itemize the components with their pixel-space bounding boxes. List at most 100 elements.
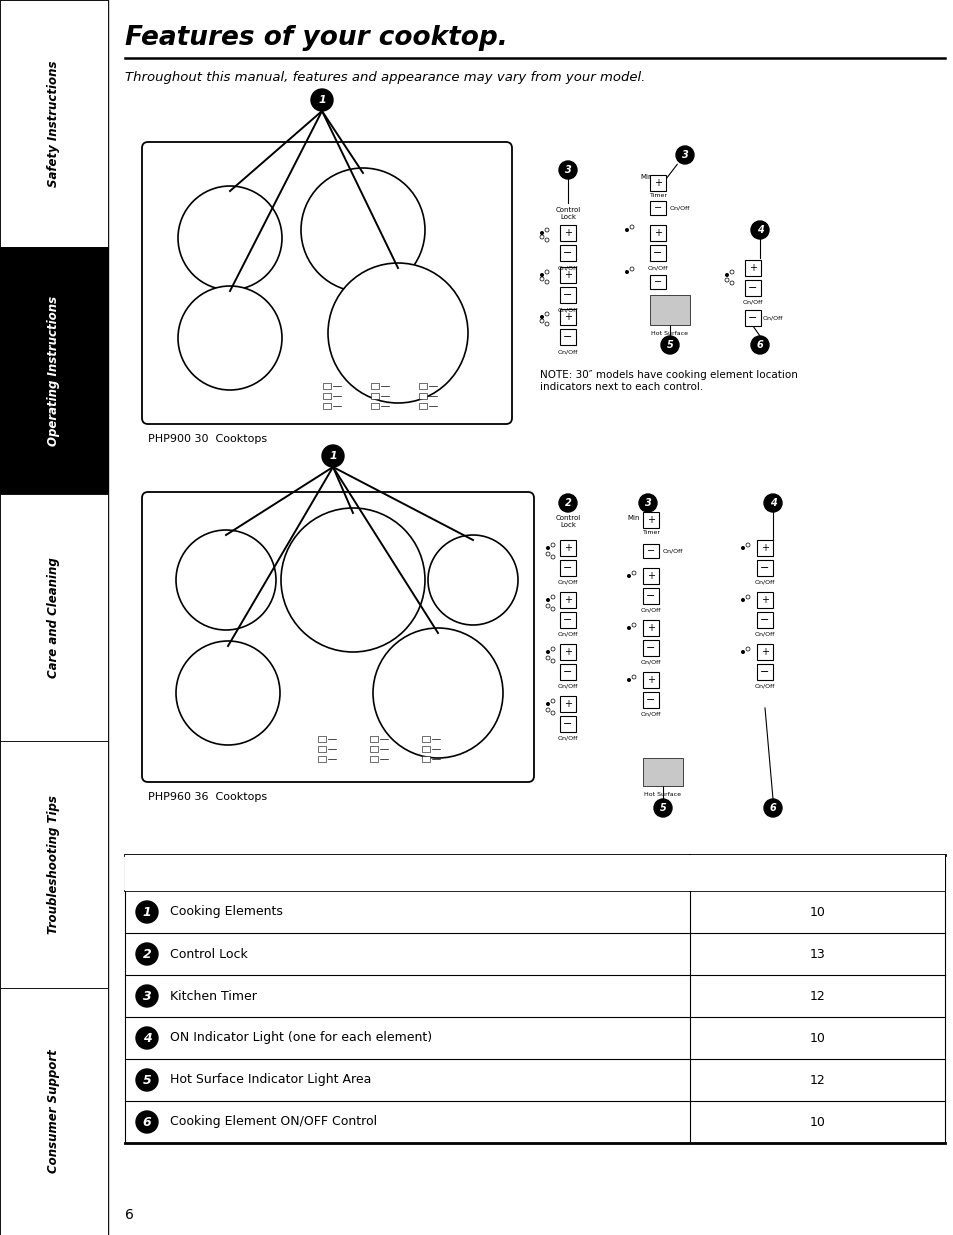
Bar [371, 393, 378, 399]
Text: PHP960 36  Cooktops: PHP960 36 Cooktops [148, 792, 267, 802]
Circle shape [629, 267, 634, 270]
Text: −: − [562, 667, 572, 677]
Text: −: − [760, 563, 769, 573]
Bar [323, 403, 331, 409]
Text: +: + [563, 270, 572, 280]
Text: +: + [646, 622, 655, 634]
Circle shape [373, 629, 502, 758]
Circle shape [631, 676, 636, 679]
Bar [559, 225, 576, 241]
Text: 3: 3 [644, 498, 651, 508]
Circle shape [544, 270, 548, 274]
Bar [642, 543, 659, 558]
Text: +: + [563, 647, 572, 657]
Bar [642, 758, 682, 785]
Circle shape [545, 604, 550, 608]
Bar [642, 620, 659, 636]
Circle shape [551, 606, 555, 611]
Text: Cooking Elements: Cooking Elements [170, 905, 283, 919]
Text: 4: 4 [143, 1031, 152, 1045]
Circle shape [626, 626, 630, 630]
Bar [757, 664, 772, 680]
Text: Care and Cleaning: Care and Cleaning [48, 557, 60, 678]
Text: +: + [646, 676, 655, 685]
Bar [559, 329, 576, 345]
Text: 6: 6 [756, 340, 762, 350]
Text: 2: 2 [143, 947, 152, 961]
Text: −: − [747, 312, 757, 324]
Text: On/Off: On/Off [662, 548, 682, 553]
Circle shape [328, 263, 468, 403]
Bar [323, 393, 331, 399]
Text: PHP900 30  Cooktops: PHP900 30 Cooktops [148, 433, 267, 445]
Bar [642, 672, 659, 688]
Text: 10: 10 [809, 905, 824, 919]
Circle shape [745, 647, 749, 651]
Bar [371, 383, 378, 389]
Text: On/Off: On/Off [558, 684, 578, 689]
Circle shape [178, 186, 282, 290]
Circle shape [545, 656, 550, 659]
Text: On/Off: On/Off [558, 308, 578, 312]
Circle shape [175, 641, 280, 745]
Text: 10: 10 [809, 1031, 824, 1045]
Text: +: + [563, 228, 572, 238]
Bar [418, 393, 427, 399]
Bar [649, 225, 665, 241]
Bar [418, 403, 427, 409]
Circle shape [545, 708, 550, 713]
FancyBboxPatch shape [142, 142, 512, 424]
Text: −: − [646, 546, 655, 556]
Circle shape [729, 282, 733, 285]
Bar [757, 613, 772, 629]
Text: +: + [563, 312, 572, 322]
Circle shape [750, 336, 768, 354]
Text: 1: 1 [317, 95, 326, 105]
Text: Hot Surface Indicator Light Area: Hot Surface Indicator Light Area [170, 1073, 371, 1087]
Text: Control Lock: Control Lock [170, 947, 248, 961]
Bar [370, 736, 377, 742]
Bar [744, 280, 760, 296]
Bar [421, 746, 430, 752]
Bar [642, 692, 659, 708]
Bar [0, 741, 108, 988]
Bar [421, 736, 430, 742]
Circle shape [724, 278, 728, 282]
Text: 5: 5 [666, 340, 673, 350]
Circle shape [539, 315, 543, 319]
Circle shape [136, 1112, 158, 1132]
Text: On/Off: On/Off [762, 315, 782, 321]
Text: −: − [645, 592, 655, 601]
Text: Cooking Element ON/OFF Control: Cooking Element ON/OFF Control [170, 1115, 376, 1129]
Circle shape [545, 650, 550, 655]
Circle shape [539, 235, 543, 240]
Bar [642, 640, 659, 656]
Text: −: − [562, 563, 572, 573]
Bar [125, 855, 944, 890]
Text: 10: 10 [809, 1115, 824, 1129]
Bar [559, 613, 576, 629]
Circle shape [544, 322, 548, 326]
Bar [370, 756, 377, 762]
Circle shape [311, 89, 333, 111]
Text: On/Off: On/Off [754, 684, 775, 689]
Circle shape [136, 986, 158, 1007]
Text: Troubleshooting Tips: Troubleshooting Tips [48, 795, 60, 934]
Text: On/Off: On/Off [640, 659, 660, 664]
Circle shape [544, 312, 548, 316]
Bar [649, 245, 665, 261]
Bar [421, 756, 430, 762]
Circle shape [558, 161, 577, 179]
Circle shape [624, 270, 628, 274]
Circle shape [660, 336, 679, 354]
Bar [559, 697, 576, 713]
Circle shape [551, 555, 555, 559]
Circle shape [178, 287, 282, 390]
Text: 1: 1 [329, 451, 336, 461]
Bar [559, 664, 576, 680]
Bar [559, 309, 576, 325]
Circle shape [745, 543, 749, 547]
Text: Features of your cooktop.: Features of your cooktop. [125, 25, 507, 51]
Bar [649, 201, 665, 215]
Bar [559, 716, 576, 732]
